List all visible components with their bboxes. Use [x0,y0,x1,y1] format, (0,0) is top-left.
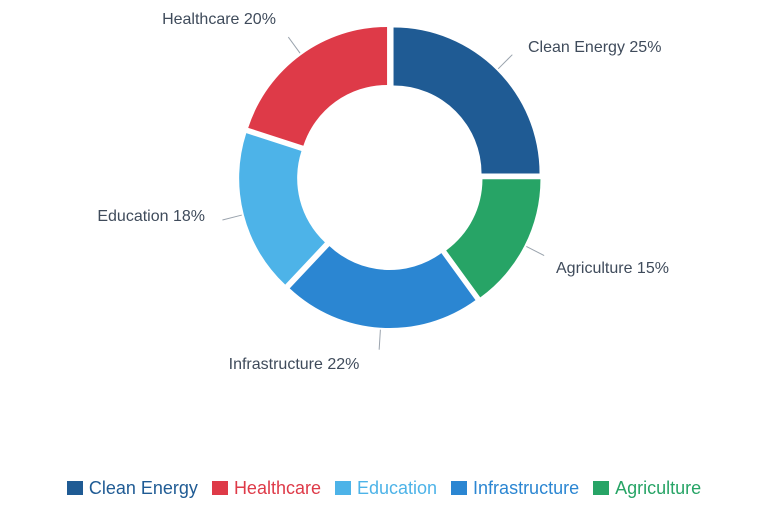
slice-label-education: Education 18% [97,208,205,225]
leader-line-education [222,214,242,221]
legend-item-clean-energy[interactable]: Clean Energy [66,477,198,499]
legend-label-infrastructure: Infrastructure [473,478,580,498]
leader-lines [222,36,545,350]
slice-label-infrastructure: Infrastructure 22% [229,356,360,373]
donut-chart: Clean Energy 25% Agriculture 15% Infrastru… [97,11,669,373]
legend-swatch-infrastructure [451,481,468,495]
legend-item-education[interactable]: Education [334,477,438,499]
legend-label-education: Education [356,478,438,498]
slice-infrastructure[interactable] [289,246,476,328]
legend-label-clean-energy: Clean Energy [88,478,198,498]
slice-agriculture[interactable] [446,179,541,298]
donut-slices [239,26,541,328]
leader-line-agriculture [526,246,545,256]
leader-line-healthcare [287,36,301,54]
legend-swatch-education [334,481,351,495]
legend-label-agriculture: Agriculture [615,478,702,498]
legend-item-infrastructure[interactable]: Infrastructure [451,477,579,499]
legend-swatch-agriculture [593,481,610,495]
legend: Clean Energy Healthcare Education Infras… [0,476,768,500]
leader-line-infrastructure [378,329,381,350]
slice-label-healthcare: Healthcare 20% [162,11,276,28]
slice-labels: Clean Energy 25% Agriculture 15% Infrastru… [97,11,669,373]
legend-item-healthcare[interactable]: Healthcare [211,477,321,499]
legend-swatch-healthcare [211,481,228,495]
slice-clean-energy[interactable] [393,27,540,174]
slice-label-agriculture: Agriculture 15% [556,260,669,277]
slice-label-clean-energy: Clean Energy 25% [528,39,661,56]
leader-line-clean-energy [497,54,513,70]
slice-healthcare[interactable] [248,26,388,146]
slice-education[interactable] [239,133,325,285]
legend-item-agriculture[interactable]: Agriculture [593,477,701,499]
legend-swatch-clean-energy [66,481,83,495]
legend-label-healthcare: Healthcare [233,478,321,498]
